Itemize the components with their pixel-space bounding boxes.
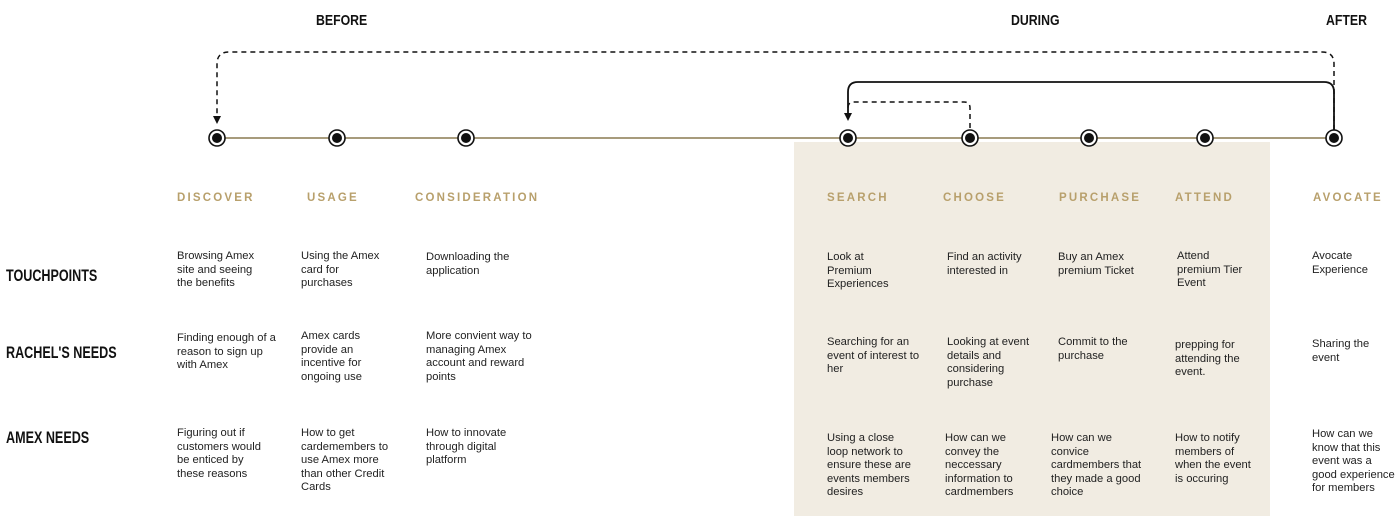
node-consideration — [457, 129, 475, 147]
amex-need-avocate: How can we know that this event was a go… — [1312, 428, 1395, 495]
node-attend — [1196, 129, 1214, 147]
amex-need-purchase: How can we convice cardmembers that they… — [1051, 432, 1142, 499]
node-usage — [328, 129, 346, 147]
touchpoint-avocate: Avocate Experience — [1312, 250, 1368, 276]
loop-arrow-after-to-search — [844, 81, 1335, 130]
phase-before: BEFORE — [316, 12, 368, 29]
stage-consideration: CONSIDERATION — [415, 192, 540, 204]
rachel-need-purchase: Commit to the purchase — [1058, 336, 1128, 362]
row-label-touchpoints: TOUCHPOINTS — [6, 266, 98, 285]
amex-need-discover: Figuring out if customers would be entic… — [177, 427, 261, 480]
rachel-need-attend: prepping for attending the event. — [1175, 339, 1240, 379]
touchpoint-usage: Using the Amex card for purchases — [301, 250, 380, 290]
amex-need-search: Using a close loop network to ensure the… — [827, 432, 911, 499]
row-label-rachels-needs: RACHEL'S NEEDS — [6, 343, 117, 362]
touchpoint-purchase: Buy an Amex premium Ticket — [1058, 251, 1134, 277]
amex-need-attend: How to notify members of when the event … — [1175, 432, 1251, 485]
stage-choose: CHOOSE — [943, 192, 1007, 204]
node-purchase — [1080, 129, 1098, 147]
stage-search: SEARCH — [827, 192, 889, 204]
during-highlight-panel — [794, 142, 1270, 516]
node-discover — [208, 129, 226, 147]
node-search — [839, 129, 857, 147]
touchpoint-search: Look at Premium Experiences — [827, 251, 889, 291]
rachel-need-avocate: Sharing the event — [1312, 338, 1370, 364]
stage-avocate: AVOCATE — [1313, 192, 1383, 204]
stage-usage: USAGE — [307, 192, 359, 204]
phase-during: DURING — [1011, 12, 1060, 29]
touchpoint-discover: Browsing Amex site and seeing the benefi… — [177, 250, 255, 290]
loop-arrow-choose-to-search — [847, 101, 971, 128]
touchpoint-choose: Find an activity interested in — [947, 251, 1022, 277]
rachel-need-consideration: More convient way to managing Amex accou… — [426, 330, 532, 383]
amex-need-usage: How to get cardemembers to use Amex more… — [301, 427, 389, 494]
touchpoint-consideration: Downloading the application — [426, 251, 510, 277]
touchpoint-attend: Attend premium Tier Event — [1177, 250, 1243, 290]
node-avocate — [1325, 129, 1343, 147]
rachel-need-search: Searching for an event of interest to he… — [827, 336, 920, 376]
row-label-amex-needs: AMEX NEEDS — [6, 428, 90, 447]
loop-arrow-after-to-discover — [213, 51, 1335, 130]
amex-need-choose: How can we convey the neccessary informa… — [945, 432, 1014, 499]
node-choose — [961, 129, 979, 147]
stage-discover: DISCOVER — [177, 192, 255, 204]
rachel-need-choose: Looking at event details and considering… — [947, 336, 1030, 389]
amex-need-consideration: How to innovate through digital platform — [426, 427, 507, 467]
rachel-need-usage: Amex cards provide an incentive for ongo… — [301, 330, 362, 383]
stage-attend: ATTEND — [1175, 192, 1234, 204]
phase-after: AFTER — [1326, 12, 1367, 29]
stage-purchase: PURCHASE — [1059, 192, 1142, 204]
rachel-need-discover: Finding enough of a reason to sign up wi… — [177, 332, 276, 372]
timeline-nodes — [208, 129, 1343, 147]
